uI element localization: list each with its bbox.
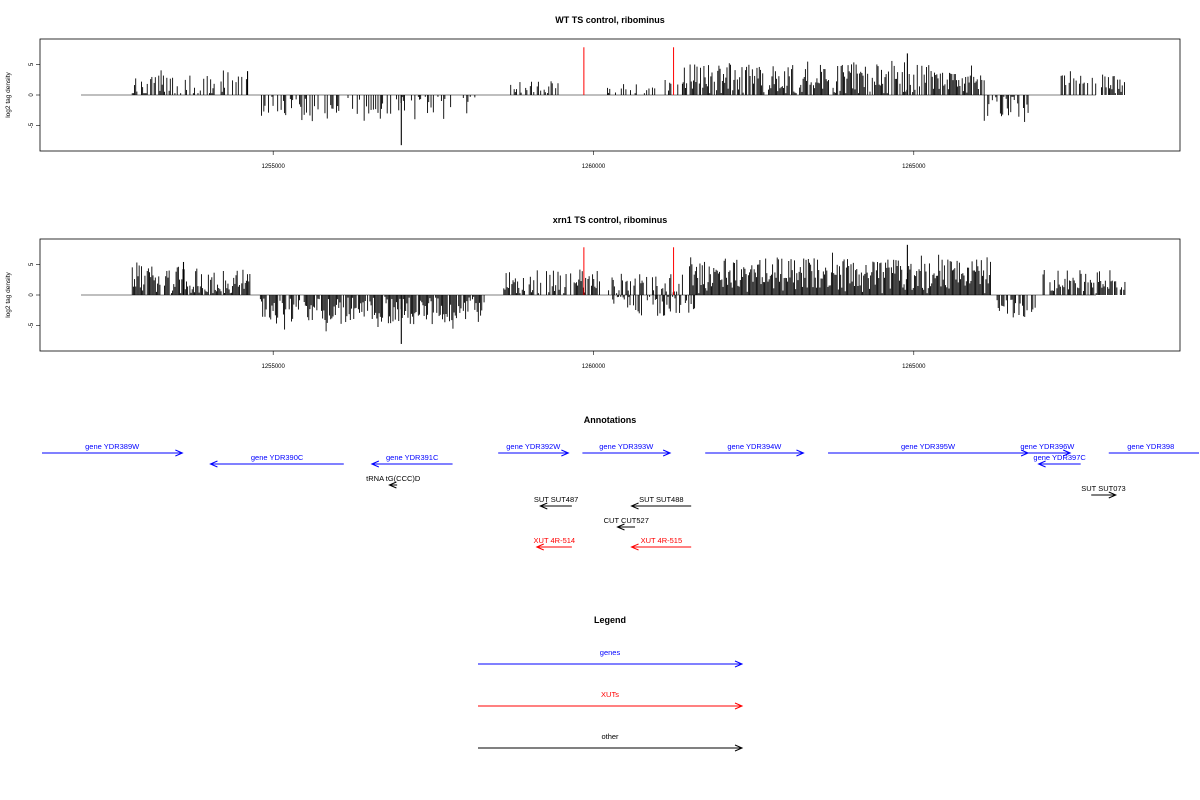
- annotation-feature: gene YDR394W: [705, 442, 805, 457]
- panel-xrn1-ylabel: log2 tag density: [5, 271, 12, 317]
- feature-label: gene YDR394W: [727, 442, 782, 451]
- feature-arrow-head: [1037, 460, 1046, 468]
- annotation-feature: XUT 4R-514: [534, 536, 576, 551]
- feature-arrow-head: [616, 523, 625, 531]
- feature-label: CUT CUT527: [604, 516, 649, 525]
- feature-arrow-head: [1108, 491, 1118, 499]
- feature-label: tRNA tG(CCC)D: [366, 474, 421, 483]
- annotation-feature: tRNA tG(CCC)D: [366, 474, 421, 489]
- panel-xrn1-title: xrn1 TS control, ribominus: [553, 215, 668, 225]
- annotation-feature: gene YDR390C: [209, 453, 344, 468]
- feature-label: gene YDR396W: [1020, 442, 1075, 451]
- x-tick-label: 1260000: [582, 164, 606, 170]
- x-tick-label: 1260000: [582, 364, 606, 370]
- feature-arrow-head: [1062, 449, 1072, 457]
- x-tick-label: 1255000: [262, 164, 286, 170]
- feature-arrow-head: [796, 449, 805, 457]
- feature-arrow-head: [175, 449, 184, 457]
- feature-label: SUT SUT487: [534, 495, 578, 504]
- panel-wt-title: WT TS control, ribominus: [555, 15, 665, 25]
- legend-title: Legend: [594, 615, 626, 625]
- feature-label: gene YDR390C: [251, 453, 304, 462]
- annotation-feature: gene YDR397C: [1033, 453, 1086, 468]
- y-tick-label: 5: [29, 62, 35, 66]
- feature-arrow-head: [630, 543, 639, 551]
- annotation-feature: gene YDR391C: [370, 453, 453, 468]
- legend-arrow-head: [734, 660, 744, 668]
- y-tick-label: 0: [29, 293, 35, 297]
- annotation-feature: SUT SUT073: [1081, 484, 1126, 499]
- legend-item: other: [478, 732, 744, 752]
- panel-xrn1-axes: -5 0 5 1255000 1260000 1265000: [29, 262, 926, 370]
- feature-arrow-head: [388, 481, 397, 489]
- feature-label: gene YDR391C: [386, 453, 439, 462]
- panel-xrn1-bars: [81, 244, 1126, 344]
- annotations-title: Annotations: [584, 415, 637, 425]
- feature-label: gene YDR392W: [506, 442, 561, 451]
- annotation-feature: gene YDR389W: [42, 442, 184, 457]
- annotation-feature: CUT CUT527: [604, 516, 649, 531]
- feature-label: gene YDR393W: [599, 442, 654, 451]
- feature-arrow-head: [209, 460, 218, 468]
- x-tick-label: 1265000: [902, 164, 926, 170]
- feature-arrow-head: [630, 502, 639, 510]
- feature-arrow-head: [539, 502, 548, 510]
- legend-item: XUTs: [478, 690, 744, 710]
- y-tick-label: -5: [29, 122, 35, 128]
- panel-wt: WT TS control, ribominus log2 tag densit…: [5, 15, 1181, 170]
- annotation-features: gene YDR389W gene YDR390C gene YDR391C tRNA…: [42, 442, 1199, 551]
- annotation-feature: gene YDR392W: [498, 442, 570, 457]
- legend-items: genes XUTs other: [478, 648, 744, 752]
- feature-label: SUT SUT488: [639, 495, 683, 504]
- feature-label: SUT SUT073: [1081, 484, 1125, 493]
- feature-label: gene YDR395W: [901, 442, 956, 451]
- feature-label: XUT 4R-514: [534, 536, 576, 545]
- feature-label: gene YDR398: [1127, 442, 1174, 451]
- annotation-feature: SUT SUT487: [534, 495, 578, 510]
- legend-label: XUTs: [601, 690, 619, 699]
- annotation-feature: gene YDR395W: [828, 442, 1030, 457]
- feature-label: XUT 4R-515: [641, 536, 683, 545]
- x-tick-label: 1265000: [902, 364, 926, 370]
- annotation-feature: gene YDR393W: [582, 442, 672, 457]
- y-tick-label: 0: [29, 93, 35, 97]
- legend-arrow-head: [734, 702, 744, 710]
- feature-arrow-head: [662, 449, 672, 457]
- panel-wt-ylabel: log2 tag density: [5, 71, 12, 117]
- y-tick-label: 5: [29, 262, 35, 266]
- annotation-feature: SUT SUT488: [630, 495, 692, 510]
- feature-arrow-head: [535, 543, 544, 551]
- y-tick-label: -5: [29, 322, 35, 328]
- feature-label: gene YDR397C: [1033, 453, 1086, 462]
- feature-arrow-head: [561, 449, 570, 457]
- legend-item: genes: [478, 648, 744, 668]
- annotation-feature: gene YDR398: [1108, 442, 1199, 454]
- feature-label: gene YDR389W: [85, 442, 140, 451]
- panel-wt-axes: -5 0 5 1255000 1260000 1265000: [29, 62, 926, 170]
- legend-arrow-head: [734, 744, 744, 752]
- panel-wt-bars: [81, 47, 1125, 146]
- legend-label: other: [601, 732, 619, 741]
- feature-arrow-head: [370, 460, 380, 468]
- annotation-feature: XUT 4R-515: [630, 536, 692, 551]
- panel-xrn1: xrn1 TS control, ribominus log2 tag dens…: [5, 215, 1181, 370]
- x-tick-label: 1255000: [262, 364, 286, 370]
- legend-panel: Legend genes XUTs other: [478, 615, 744, 752]
- legend-label: genes: [600, 648, 621, 657]
- annotation-feature: gene YDR396W: [1020, 442, 1075, 457]
